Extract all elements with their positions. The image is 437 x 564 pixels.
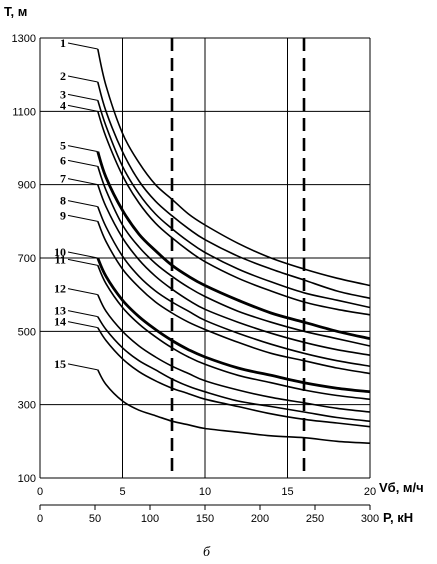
series-6-line bbox=[97, 166, 371, 347]
series-15-leader bbox=[67, 363, 98, 371]
series-9-label: 9 bbox=[60, 208, 66, 222]
series-12-line bbox=[97, 294, 371, 413]
series-10-leader bbox=[67, 251, 98, 259]
series-13-leader bbox=[67, 310, 98, 318]
series-8-label: 8 bbox=[60, 194, 66, 208]
series-14-label: 14 bbox=[54, 315, 66, 329]
x-tick-label: 5 bbox=[119, 486, 125, 498]
series-3-leader bbox=[67, 93, 98, 101]
series-14-line bbox=[97, 327, 371, 428]
x-tick-label: 0 bbox=[37, 486, 43, 498]
series-12-leader bbox=[67, 288, 98, 296]
series-10-line bbox=[96, 257, 371, 394]
x-axis-title: Vб, м/ч bbox=[379, 480, 424, 495]
x2-tick-label: 250 bbox=[306, 513, 324, 525]
x2-tick-label: 300 bbox=[361, 513, 379, 525]
series-8-line bbox=[97, 206, 371, 367]
series-12-label: 12 bbox=[54, 282, 66, 296]
series-4-label: 4 bbox=[60, 98, 66, 112]
series-1-label: 1 bbox=[60, 36, 66, 50]
series-1-line bbox=[97, 48, 371, 287]
series-7-label: 7 bbox=[60, 172, 66, 186]
series-9-leader bbox=[67, 214, 98, 222]
series-14-leader bbox=[67, 321, 98, 329]
y-tick-label: 900 bbox=[18, 180, 36, 192]
y-tick-label: 1300 bbox=[12, 33, 36, 45]
series-8-leader bbox=[67, 200, 98, 208]
series-11-label: 11 bbox=[55, 252, 66, 266]
y-axis-title: T, м bbox=[4, 4, 27, 19]
y-tick-label: 100 bbox=[18, 473, 36, 485]
series-3-label: 3 bbox=[60, 87, 66, 101]
series-5-leader bbox=[67, 145, 98, 153]
x2-tick-label: 100 bbox=[141, 513, 159, 525]
series-1-leader bbox=[67, 42, 98, 50]
x2-tick-label: 0 bbox=[37, 513, 43, 525]
x2-tick-label: 200 bbox=[251, 513, 269, 525]
series-13-label: 13 bbox=[54, 304, 66, 318]
series-2-label: 2 bbox=[60, 69, 66, 83]
series-5-label: 5 bbox=[60, 139, 66, 153]
series-3-line bbox=[97, 100, 371, 309]
grid bbox=[39, 37, 371, 479]
series-7-leader bbox=[67, 178, 98, 186]
x-tick-label: 10 bbox=[199, 486, 211, 498]
y-tick-label: 700 bbox=[18, 253, 36, 265]
series-2-leader bbox=[67, 75, 98, 83]
y-tick-label: 1100 bbox=[12, 106, 36, 118]
series-5-line bbox=[96, 151, 371, 341]
x2-tick-label: 50 bbox=[89, 513, 101, 525]
series-9-line bbox=[97, 221, 371, 375]
series-6-label: 6 bbox=[60, 153, 66, 167]
series-15-line bbox=[97, 369, 371, 444]
y-tick-label: 300 bbox=[18, 400, 36, 412]
series-13-line bbox=[97, 316, 371, 422]
series-11-line bbox=[97, 264, 371, 400]
x-tick-label: 20 bbox=[364, 486, 376, 498]
series-2-line bbox=[97, 81, 371, 300]
x-tick-label: 15 bbox=[281, 486, 293, 498]
series-15-label: 15 bbox=[54, 357, 66, 371]
series-4-leader bbox=[67, 104, 98, 112]
series-10-label: 10 bbox=[54, 245, 66, 259]
x2-tick-label: 150 bbox=[196, 513, 214, 525]
series-4-line bbox=[97, 111, 371, 316]
curves bbox=[96, 48, 371, 444]
series-11-leader bbox=[67, 258, 98, 266]
x2-axis-title: P, кН bbox=[383, 510, 413, 525]
y-tick-label: 500 bbox=[18, 326, 36, 338]
series-6-leader bbox=[67, 159, 98, 167]
series-7-line bbox=[97, 184, 371, 356]
figure-caption: б bbox=[203, 545, 211, 560]
